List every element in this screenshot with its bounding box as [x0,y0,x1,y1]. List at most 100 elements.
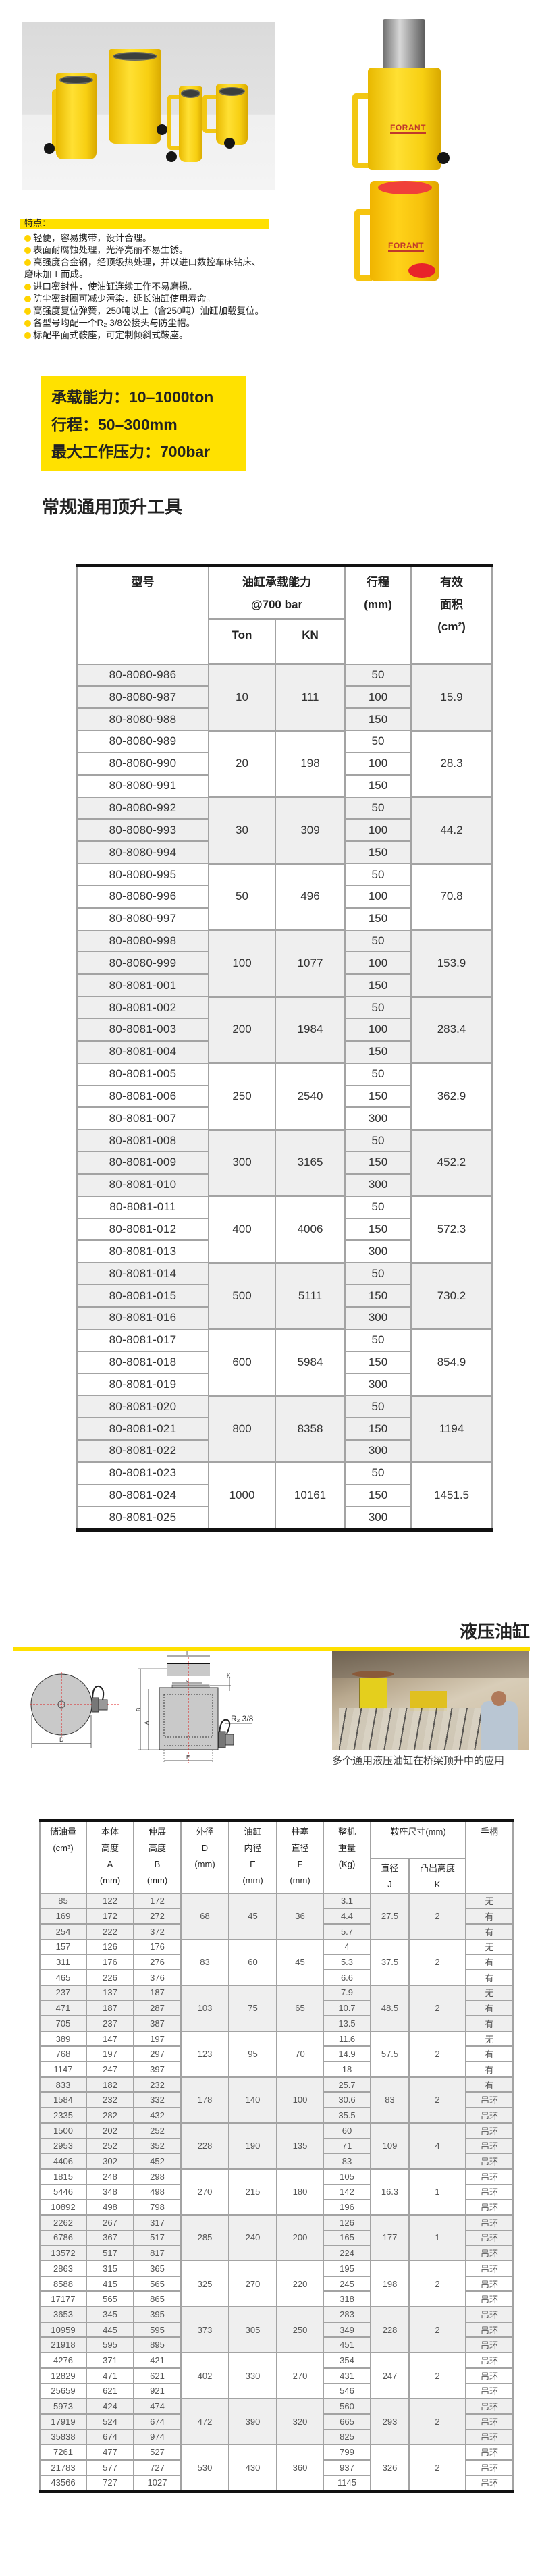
stroke-cell: 50 [344,796,412,820]
stroke-cell: 100 [344,818,412,842]
handle-cell: 吊环 [465,2382,514,2400]
table-row: 80-8081-010 300 [76,1173,492,1197]
cylinder-image [216,84,248,145]
stroke-cell: 50 [344,996,412,1019]
table-row: 80-8081-005 250 2540 50 362.9 [76,1062,493,1131]
bore-cell: 45 [228,1892,277,1940]
model-cell: 80-8081-014 [76,1262,209,1286]
table-row: 237 137 187 103 75 65 7.9 48.5 2 无 [39,1984,514,2032]
body-height-cell: 524 [86,2413,134,2430]
oil-capacity-cell: 10892 [39,2199,87,2216]
plunger-diameter-cell: 45 [276,1938,324,1986]
extended-height-cell: 565 [133,2275,182,2292]
oil-capacity-cell: 389 [39,2030,87,2047]
brand-logo: FORANT [388,241,424,252]
outer-diameter-cell: 530 [180,2444,230,2492]
bore-cell: 95 [228,2030,277,2078]
plunger-diameter-cell: 270 [276,2352,324,2400]
saddle-diameter-cell: 177 [370,2213,410,2262]
table-row: 80-8080-990 100 [76,751,492,776]
model-cell: 80-8081-008 [76,1129,209,1153]
saddle-diameter-cell: 228 [370,2306,410,2354]
table-row: 80-8081-017 600 5984 50 854.9 [76,1328,493,1397]
weight-cell: 5.7 [323,1923,371,1940]
bore-cell: 390 [228,2398,277,2446]
saddle-protrusion-cell: 1 [408,2213,467,2262]
table-row: 80-8080-993 100 [76,818,492,842]
table-row: 705 237 387 13.5 有 [39,2015,514,2032]
weight-cell: 245 [323,2275,371,2292]
table-row: 80-8080-996 100 [76,884,492,909]
stroke-cell: 150 [344,1284,412,1308]
body-height-cell: 415 [86,2275,134,2292]
extended-height-cell: 727 [133,2459,182,2476]
section-title: 液压油缸 [459,1621,530,1642]
handle-cell: 吊环 [465,2275,514,2292]
area-cell: 1194 [410,1394,493,1464]
model-cell: 80-8080-999 [76,951,209,975]
handle-cell: 吊环 [465,2459,514,2476]
header-kn: KN [275,618,346,665]
body-height-cell: 517 [86,2245,134,2261]
table-row: 2863 315 365 325 270 220 195 198 2 吊环 [39,2259,514,2308]
stroke-cell: 300 [344,1439,412,1463]
body-height-cell: 498 [86,2199,134,2216]
body-height-cell: 147 [86,2030,134,2047]
body-height-cell: 222 [86,1923,134,1940]
oil-capacity-cell: 465 [39,1968,87,1986]
body-height-cell: 247 [86,2061,134,2078]
saddle-protrusion-cell: 2 [408,2444,467,2492]
handle-cell: 吊环 [465,2122,514,2139]
bullet-icon [24,332,31,339]
weight-cell: 30.6 [323,2091,371,2109]
coupler-icon [224,138,235,149]
model-cell: 80-8080-991 [76,774,209,798]
body-height-cell: 595 [86,2336,134,2354]
oil-capacity-cell: 21918 [39,2336,87,2354]
weight-cell: 283 [323,2306,371,2323]
ton-cell: 30 [208,796,276,865]
stroke-cell: 50 [344,1328,412,1352]
kn-cell: 5111 [275,1261,346,1331]
label-B: B [136,1708,142,1711]
extended-height-cell: 517 [133,2229,182,2247]
bullet-icon [24,235,31,242]
feature-item: 高强度合金钢，经顶级热处理，并以进口数控车床钻床、 磨床加工而成。 [24,257,261,279]
ton-cell: 1000 [208,1461,276,1531]
weight-cell: 83 [323,2153,371,2170]
body-height-cell: 367 [86,2229,134,2247]
oil-capacity-cell: 1815 [39,2168,87,2185]
extended-height-cell: 621 [133,2367,182,2384]
extended-height-cell: 387 [133,2015,182,2032]
table-row: 80-8081-025 300 [76,1505,492,1531]
model-cell: 80-8081-020 [76,1395,209,1419]
handle-cell: 吊环 [465,2306,514,2323]
ton-cell: 250 [208,1062,276,1131]
saddle-protrusion-cell: 4 [408,2122,467,2170]
table-row: 12829 471 621 431 吊环 [39,2367,514,2384]
weight-cell: 126 [323,2213,371,2231]
model-cell: 80-8080-993 [76,818,209,842]
bore-cell: 430 [228,2444,277,2492]
plunger-diameter-cell: 100 [276,2076,324,2124]
oil-capacity-cell: 471 [39,2000,87,2016]
table-row: 80-8081-024 150 [76,1483,492,1507]
ton-cell: 200 [208,995,276,1065]
table-row: 25659 621 921 546 吊环 [39,2382,514,2400]
table-row: 80-8081-015 150 [76,1284,492,1308]
saddle-protrusion-cell: 2 [408,2306,467,2354]
extended-height-cell: 974 [133,2428,182,2446]
section-divider [13,1647,530,1651]
kn-cell: 1077 [275,929,346,998]
table-row: 80-8081-013 300 [76,1239,492,1264]
stroke-cell: 100 [344,751,412,776]
extended-height-cell: 798 [133,2199,182,2216]
saddle-diameter-cell: 326 [370,2444,410,2492]
oil-capacity-cell: 768 [39,2045,87,2063]
model-cell: 80-8080-994 [76,840,209,865]
bore-cell: 270 [228,2259,277,2308]
weight-cell: 546 [323,2382,371,2400]
coupler-icon [44,143,55,154]
weight-cell: 451 [323,2336,371,2354]
cylinder-image [56,73,97,159]
